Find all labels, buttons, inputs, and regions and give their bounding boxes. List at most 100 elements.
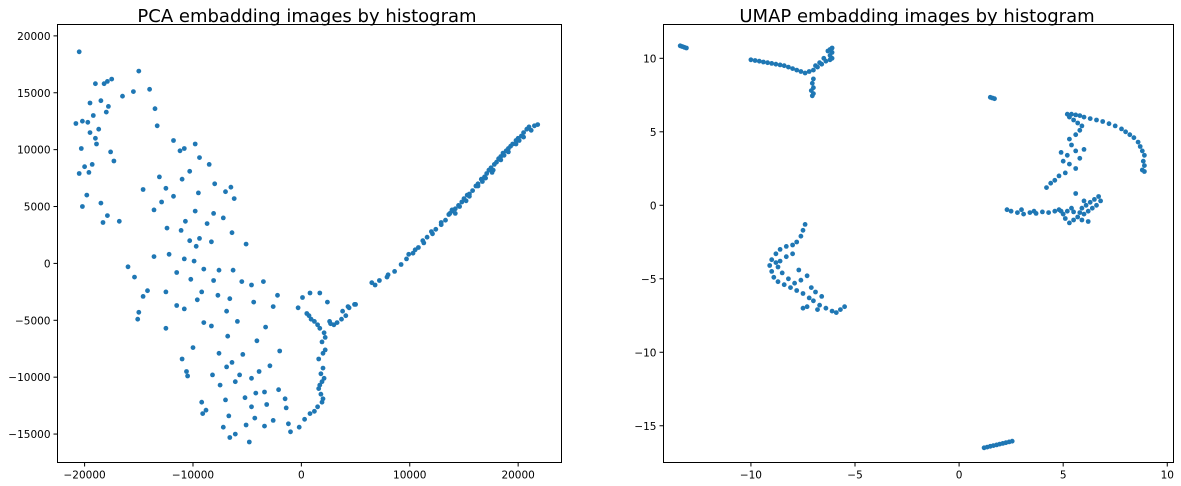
pca-point-118 bbox=[249, 375, 254, 381]
umap-point-8 bbox=[765, 60, 770, 66]
pca-point-185 bbox=[340, 308, 345, 314]
pca-point-245 bbox=[420, 238, 426, 244]
pca-point-192 bbox=[410, 250, 416, 256]
pca-point-105 bbox=[190, 345, 196, 350]
umap-chart-title: UMAP embadding images by histogram bbox=[739, 6, 1094, 27]
pca-point-73 bbox=[201, 266, 207, 272]
pca-point-122 bbox=[276, 387, 281, 393]
umap-point-137 bbox=[800, 291, 806, 296]
pca-point-249 bbox=[369, 280, 375, 286]
umap-point-15 bbox=[794, 67, 800, 73]
pca-point-2 bbox=[109, 76, 115, 82]
umap-point-149 bbox=[786, 276, 791, 282]
umap-point-82 bbox=[1077, 155, 1083, 161]
umap-point-110 bbox=[1067, 220, 1072, 226]
pca-point-83 bbox=[145, 288, 150, 294]
umap-point-113 bbox=[1085, 219, 1091, 224]
umap-point-54 bbox=[1127, 132, 1133, 138]
pca-point-104 bbox=[254, 338, 260, 344]
umap-scatter-panel: UMAP embadding images by histogram −10 −5… bbox=[634, 6, 1174, 482]
pca-point-127 bbox=[199, 399, 205, 405]
umap-point-79 bbox=[1052, 177, 1058, 183]
umap-point-68 bbox=[1077, 127, 1083, 133]
pca-point-40 bbox=[228, 184, 234, 190]
umap-point-58 bbox=[1139, 148, 1145, 154]
umap-x-tick-label-1: −5 bbox=[847, 470, 862, 482]
pca-point-33 bbox=[82, 164, 87, 170]
umap-point-109 bbox=[1071, 217, 1076, 223]
pca-point-238 bbox=[483, 175, 488, 181]
pca-point-56 bbox=[116, 218, 122, 224]
pca-point-20 bbox=[87, 130, 93, 136]
pca-point-114 bbox=[224, 364, 230, 370]
umap-point-100 bbox=[1089, 205, 1095, 211]
pca-point-65 bbox=[209, 239, 214, 245]
umap-x-tick-label-2: 0 bbox=[956, 470, 963, 482]
umap-point-73 bbox=[1064, 152, 1070, 158]
umap-point-96 bbox=[1071, 209, 1076, 215]
pca-point-180 bbox=[343, 313, 349, 319]
pca-point-140 bbox=[232, 431, 238, 437]
umap-point-13 bbox=[786, 64, 791, 70]
umap-point-142 bbox=[829, 308, 835, 314]
pca-point-242 bbox=[447, 211, 453, 216]
pca-point-106 bbox=[277, 348, 283, 354]
pca-point-96 bbox=[136, 309, 142, 315]
umap-point-98 bbox=[1081, 211, 1087, 217]
pca-chart-title: PCA embadding images by histogram bbox=[137, 6, 476, 27]
umap-point-71 bbox=[1069, 142, 1074, 148]
pca-point-13 bbox=[103, 109, 109, 115]
pca-point-44 bbox=[196, 190, 201, 196]
pca-point-32 bbox=[206, 162, 212, 167]
umap-point-158 bbox=[800, 305, 806, 311]
pca-point-129 bbox=[283, 405, 289, 411]
umap-point-97 bbox=[1077, 210, 1083, 216]
umap-point-148 bbox=[792, 280, 797, 286]
pca-x-tick-label-1: −10000 bbox=[172, 470, 214, 482]
umap-y-tick-label-0: −15 bbox=[634, 421, 656, 433]
pca-point-142 bbox=[227, 435, 233, 440]
umap-point-59 bbox=[1142, 152, 1147, 158]
pca-point-14 bbox=[90, 113, 96, 118]
umap-point-129 bbox=[769, 257, 775, 263]
umap-point-131 bbox=[769, 269, 775, 274]
umap-point-5 bbox=[752, 58, 758, 63]
pca-point-41 bbox=[163, 185, 169, 191]
umap-point-76 bbox=[1073, 166, 1079, 171]
pca-point-75 bbox=[230, 267, 236, 273]
umap-point-140 bbox=[817, 302, 822, 308]
umap-point-55 bbox=[1131, 135, 1137, 141]
umap-point-141 bbox=[823, 305, 829, 311]
umap-y-tick-label-2: −5 bbox=[641, 274, 656, 286]
umap-point-143 bbox=[833, 310, 839, 315]
pca-point-5 bbox=[93, 81, 98, 87]
pca-point-16 bbox=[85, 119, 91, 125]
pca-x-tick-label-0: −20000 bbox=[63, 470, 105, 482]
pca-point-74 bbox=[216, 267, 222, 273]
umap-point-69 bbox=[1073, 132, 1079, 138]
pca-point-246 bbox=[412, 247, 418, 253]
pca-point-38 bbox=[179, 176, 185, 182]
pca-point-252 bbox=[480, 179, 485, 184]
pca-point-23 bbox=[94, 141, 99, 147]
pca-point-124 bbox=[242, 395, 248, 401]
umap-point-84 bbox=[1058, 150, 1064, 155]
pca-point-7 bbox=[131, 89, 136, 94]
umap-point-44 bbox=[1073, 112, 1079, 118]
pca-scatter-panel: PCA embadding images by histogram −20000… bbox=[8, 6, 562, 482]
umap-point-102 bbox=[1098, 198, 1103, 204]
umap-y-tick-label-4: 5 bbox=[650, 127, 657, 139]
pca-point-102 bbox=[163, 325, 169, 331]
pca-point-131 bbox=[264, 402, 270, 407]
pca-point-143 bbox=[246, 439, 252, 445]
umap-point-99 bbox=[1085, 208, 1091, 214]
umap-point-28 bbox=[829, 45, 835, 51]
umap-point-70 bbox=[1067, 136, 1072, 142]
umap-point-4 bbox=[748, 57, 754, 63]
pca-point-68 bbox=[166, 251, 172, 257]
umap-point-14 bbox=[790, 66, 795, 71]
umap-point-19 bbox=[811, 67, 816, 73]
umap-point-161 bbox=[796, 267, 802, 273]
umap-point-57 bbox=[1137, 144, 1143, 149]
umap-point-72 bbox=[1073, 148, 1079, 154]
